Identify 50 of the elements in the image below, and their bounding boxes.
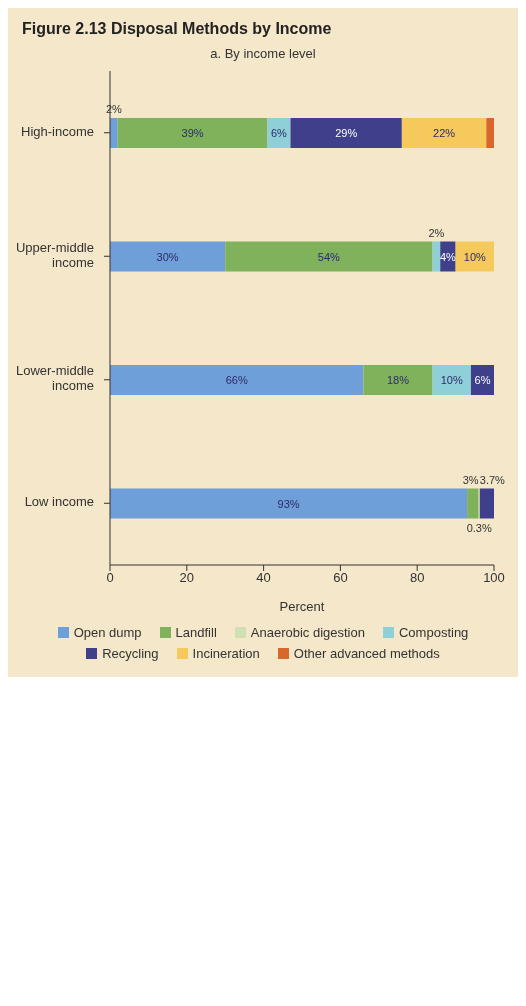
x-tick-label: 80 xyxy=(409,570,425,586)
data-label: 10% xyxy=(463,250,487,263)
bar xyxy=(290,118,402,148)
data-label: 0.3% xyxy=(466,521,492,534)
data-label: 2% xyxy=(105,103,122,115)
data-label: 18% xyxy=(386,374,410,386)
data-label: 10% xyxy=(440,374,463,386)
data-label: 66% xyxy=(225,374,248,386)
y-tick-label: High-income xyxy=(21,124,94,140)
data-label: 54% xyxy=(317,250,341,263)
bar xyxy=(110,118,118,148)
x-tick-label: 0 xyxy=(106,570,114,586)
x-tick-label: 20 xyxy=(179,570,195,586)
legend-label: Incineration xyxy=(192,646,260,661)
data-label: 6% xyxy=(271,127,288,139)
bar xyxy=(110,365,364,395)
bar xyxy=(110,488,468,519)
data-label: 30% xyxy=(156,250,179,263)
bar xyxy=(401,118,487,148)
legend-label: Open dump xyxy=(73,625,142,640)
legend-label: Anaerobic digestion xyxy=(250,625,365,640)
bar xyxy=(110,241,226,272)
data-label: 3% xyxy=(462,473,479,486)
bar xyxy=(363,365,433,395)
bar xyxy=(225,241,433,272)
chart-title: Figure 2.13 Disposal Methods by Income xyxy=(21,19,333,38)
data-label: 39% xyxy=(181,127,204,139)
data-label: 93% xyxy=(277,497,300,510)
chart-subtitle: a. By income level xyxy=(209,46,317,61)
y-tick-label: Low income xyxy=(24,494,94,510)
x-axis-title: Percent xyxy=(279,599,325,614)
bar xyxy=(479,488,494,519)
bar xyxy=(467,488,479,519)
bar xyxy=(486,118,494,148)
data-label: 2% xyxy=(428,226,445,239)
bar xyxy=(432,241,441,272)
data-label: 22% xyxy=(433,127,456,139)
y-tick-label: Upper-middle income xyxy=(15,240,94,271)
x-tick-label: 100 xyxy=(483,570,505,586)
bar xyxy=(117,118,268,148)
legend-label: Composting xyxy=(398,625,469,640)
legend-label: Recycling xyxy=(102,646,159,661)
x-tick-label: 40 xyxy=(256,570,271,586)
data-label: 6% xyxy=(474,374,491,386)
legend-label: Other advanced methods xyxy=(293,646,440,661)
data-label: 29% xyxy=(335,127,358,139)
legend-label: Landfill xyxy=(175,625,217,640)
x-tick-label: 60 xyxy=(333,570,348,586)
y-tick-label: Lower-middle income xyxy=(15,363,94,394)
data-label: 3.7% xyxy=(479,473,506,486)
